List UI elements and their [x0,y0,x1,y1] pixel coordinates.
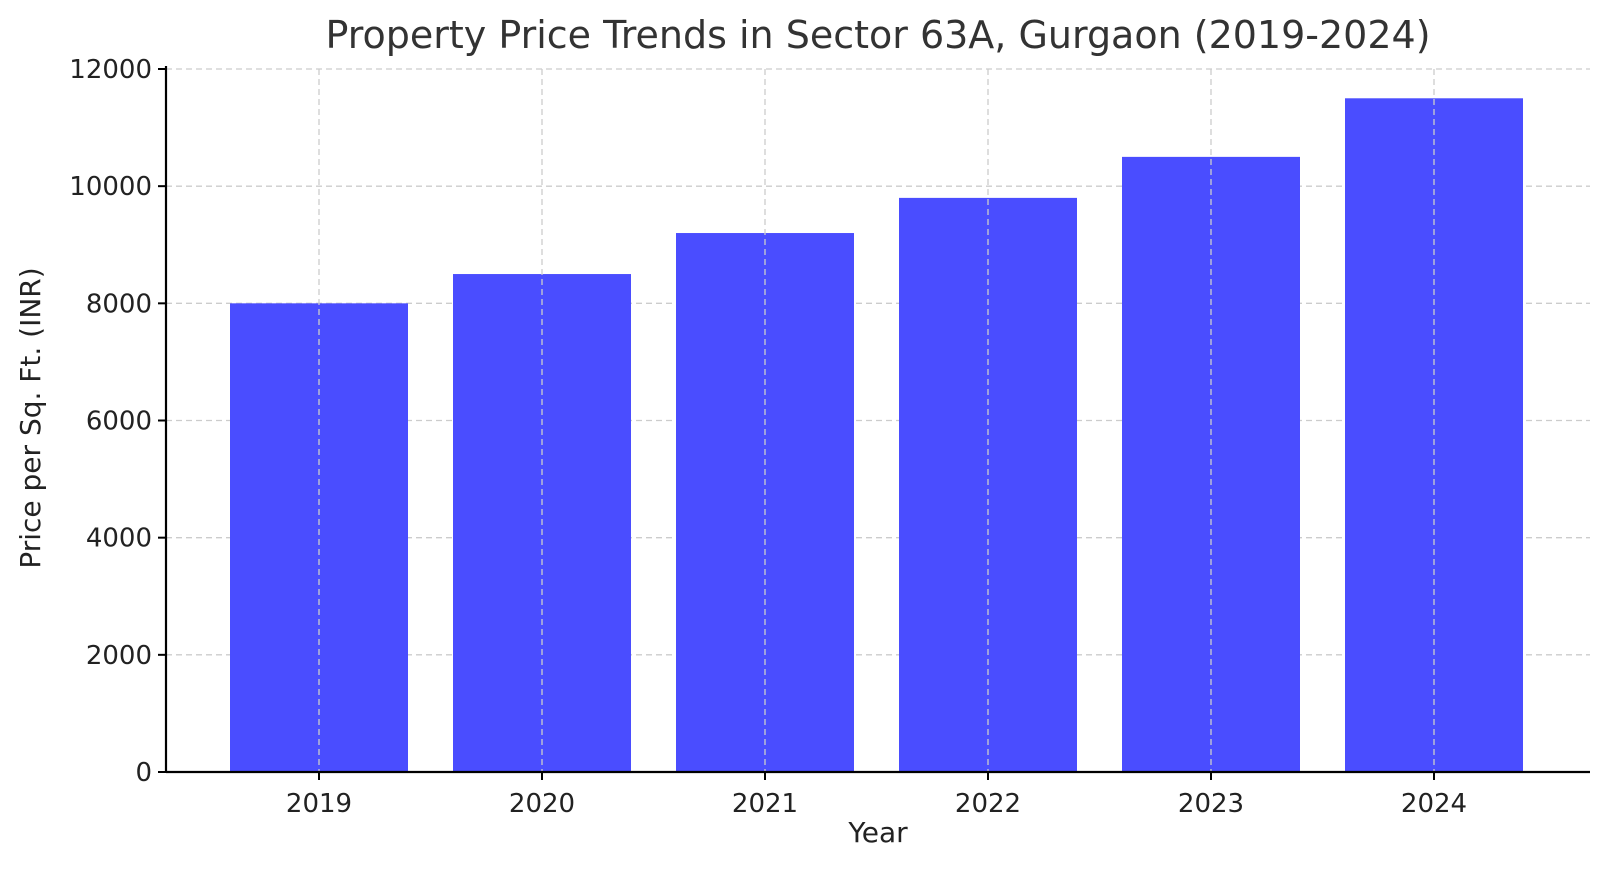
x-tick-label: 2019 [286,789,352,819]
chart-title: Property Price Trends in Sector 63A, Gur… [325,13,1430,57]
x-tick-label: 2024 [1401,789,1467,819]
y-tick-label: 4000 [86,524,152,554]
y-axis-label: Price per Sq. Ft. (INR) [14,267,47,568]
y-tick-label: 8000 [86,289,152,319]
y-tick-label: 0 [135,758,152,788]
x-axis-label: Year [847,816,908,849]
axes [158,66,1590,780]
grid [166,68,1590,656]
x-tick-label: 2023 [1178,789,1244,819]
x-tick-label: 2020 [509,789,575,819]
y-tick-label: 6000 [86,407,152,437]
y-tick-label: 12000 [69,55,152,85]
x-tick-label: 2021 [732,789,798,819]
x-tick-label: 2022 [955,789,1021,819]
y-tick-label: 10000 [69,172,152,202]
bars [230,98,1523,773]
y-tick-label: 2000 [86,641,152,671]
tick-labels: 0 2000 4000 6000 8000 10000 12000 2019 2020 2021 2… [69,55,1467,819]
